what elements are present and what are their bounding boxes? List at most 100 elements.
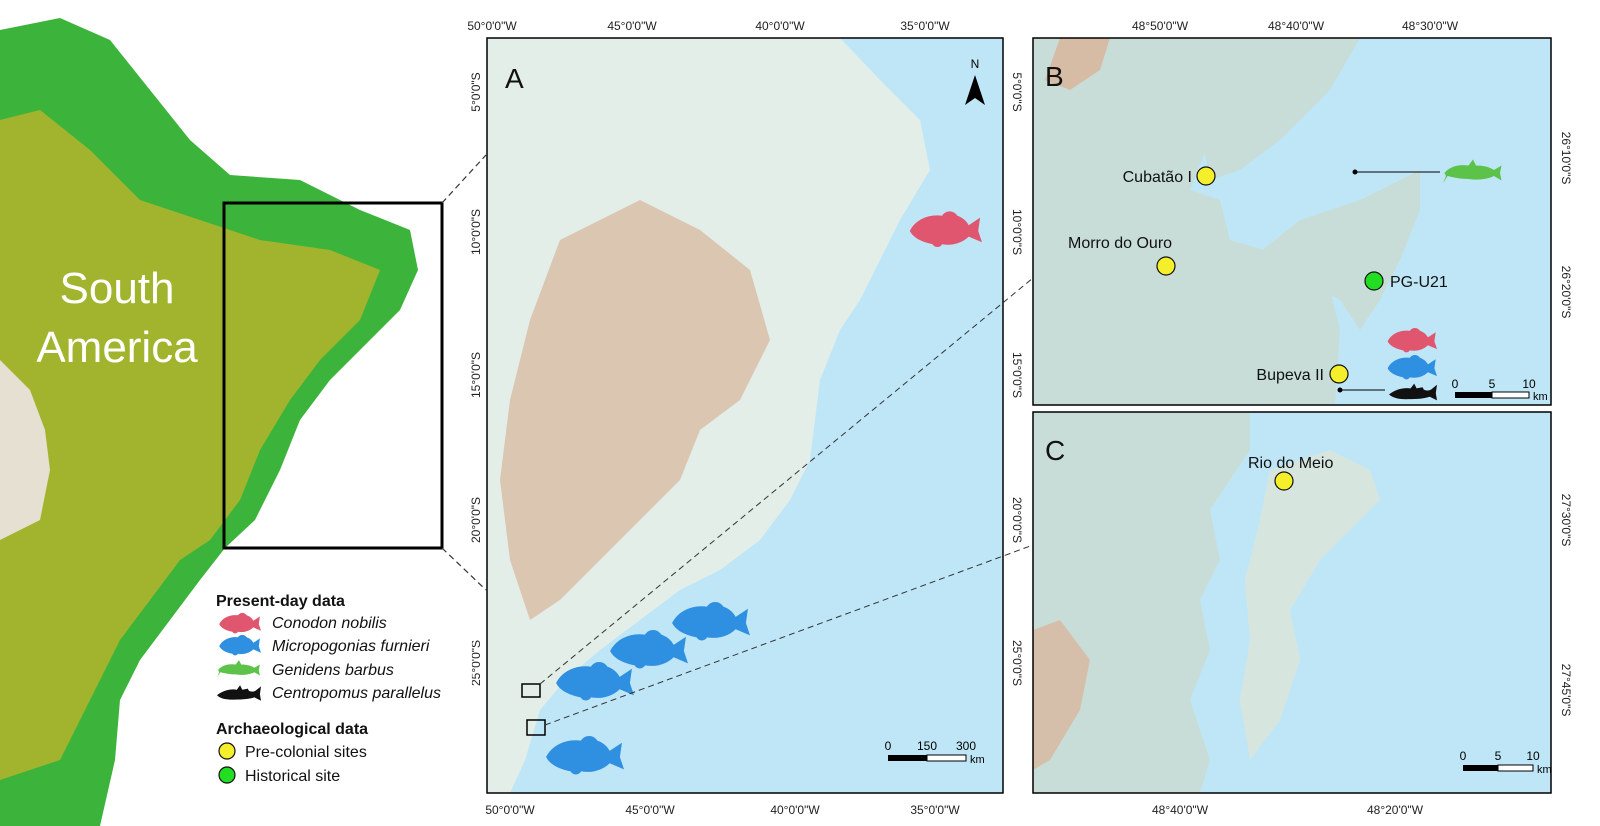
legend-genidens-label: Genidens barbus	[272, 662, 394, 679]
inset-b-box	[521, 683, 541, 698]
site-riodomeio-marker	[1274, 471, 1294, 491]
panel-b-island	[1250, 170, 1420, 330]
site-cubatao-label: Cubatão I	[1123, 169, 1192, 186]
inset-c-box	[526, 719, 546, 736]
panel-b-frame	[1032, 37, 1552, 406]
b-lon-top-2: 48°40'0"W	[1268, 19, 1325, 33]
panel-a-letter: A	[505, 63, 524, 94]
a-lon-top-2: 45°0'0"W	[607, 19, 657, 33]
a-lat-right-4: 20°0'0"S	[1010, 497, 1024, 543]
panel-b-letter: B	[1045, 61, 1064, 92]
legend-present-title: Present-day data	[216, 593, 345, 610]
b-lat-right-2: 26°20'0"S	[1559, 266, 1573, 319]
scale-a-tick-2: 300	[956, 739, 976, 753]
inset-c-line	[544, 544, 1034, 726]
panel-c-letter: C	[1045, 435, 1065, 466]
scale-bar-c: 0 5 10 km	[1460, 749, 1552, 776]
scale-b-tick-0: 0	[1452, 377, 1459, 391]
panel-a: A N 50°0'0"W 45°0'0"W 40°0'0"W 35°0'0"W …	[467, 19, 1034, 817]
south-america-highlands	[0, 110, 380, 780]
scale-c-tick-2: 10	[1526, 749, 1540, 763]
legend-precolonial-label: Pre-colonial sites	[245, 744, 367, 761]
continent-label-line2: America	[36, 323, 198, 372]
andes-relief	[0, 360, 50, 540]
scale-a-tick-1: 150	[917, 739, 937, 753]
legend: Present-day data Conodon nobilis Micropo…	[210, 588, 472, 788]
panel-a-frame	[486, 37, 1004, 794]
a-lat-right-1: 5°0'0"S	[1010, 72, 1024, 111]
north-arrow-label: N	[971, 57, 980, 71]
continent-label-line1: South	[60, 264, 175, 313]
panel-c-relief	[1033, 620, 1090, 770]
panel-c: C 48°40'0"W 48°20'0"W 27°30'0"S 27°45'0"…	[1032, 411, 1573, 817]
scale-a-unit: km	[970, 754, 985, 766]
scale-b-tick-1: 5	[1489, 377, 1496, 391]
site-morro-label: Morro do Ouro	[1068, 235, 1172, 252]
panel-b: B 48°50'0"W 48°40'0"W 48°30'0"W 26°10'0"…	[1032, 19, 1573, 406]
a-lat-left-1: 5°0'0"S	[469, 72, 483, 111]
panel-b-relief	[1045, 38, 1110, 90]
site-pgu21-marker	[1364, 271, 1384, 291]
scale-b-unit: km	[1533, 391, 1548, 403]
scale-b-tick-2: 10	[1522, 377, 1536, 391]
a-lat-left-2: 10°0'0"S	[469, 209, 483, 255]
a-lon-top-3: 40°0'0"W	[755, 19, 805, 33]
scale-c-tick-0: 0	[1460, 749, 1467, 763]
panel-a-relief	[500, 200, 770, 620]
scale-a-white	[926, 754, 967, 762]
legend-arch-title: Archaeological data	[216, 721, 368, 738]
scale-a-tick-0: 0	[885, 739, 892, 753]
site-cubatao-marker	[1196, 166, 1216, 186]
site-bupeva-marker	[1329, 364, 1349, 384]
site-morro-marker	[1156, 256, 1176, 276]
a-lon-top-4: 35°0'0"W	[900, 19, 950, 33]
a-lon-bottom-3: 40°0'0"W	[770, 803, 820, 817]
scale-c-black	[1463, 765, 1498, 771]
a-lon-bottom-2: 45°0'0"W	[625, 803, 675, 817]
legend-precolonial-marker	[218, 742, 236, 760]
a-lat-right-2: 10°0'0"S	[1010, 209, 1024, 255]
a-lon-top-1: 50°0'0"W	[467, 19, 517, 33]
scale-c-tick-1: 5	[1495, 749, 1502, 763]
zoom-line-top	[441, 154, 487, 204]
scale-b-black	[1455, 392, 1492, 398]
scale-a-black	[888, 755, 927, 761]
a-lon-bottom-4: 35°0'0"W	[910, 803, 960, 817]
a-lon-bottom-1: 50°0'0"W	[485, 803, 535, 817]
scale-bar-a: 0 150 300 km	[885, 739, 985, 766]
legend-centropomus-label: Centropomus parallelus	[272, 685, 441, 702]
north-arrow-shape	[965, 75, 985, 105]
legend-micropogonias-label: Micropogonias furnieri	[272, 638, 430, 655]
b-lon-top-3: 48°30'0"W	[1402, 19, 1459, 33]
b-lon-top-1: 48°50'0"W	[1132, 19, 1189, 33]
a-lat-right-3: 15°0'0"S	[1010, 352, 1024, 398]
legend-historical-marker	[218, 766, 236, 784]
panel-c-mainland	[1033, 412, 1250, 793]
panel-c-frame	[1032, 411, 1552, 794]
legend-conodon-label: Conodon nobilis	[272, 615, 387, 632]
c-lat-right-2: 27°45'0"S	[1559, 664, 1573, 717]
study-region-box	[222, 201, 444, 550]
legend-historical-label: Historical site	[245, 768, 340, 785]
scale-c-white	[1497, 764, 1534, 772]
c-lon-bottom-2: 48°20'0"W	[1367, 803, 1424, 817]
site-riodomeio-label: Rio do Meio	[1248, 455, 1333, 472]
a-lat-right-5: 25°0'0"S	[1010, 640, 1024, 686]
b-lat-right-1: 26°10'0"S	[1559, 132, 1573, 185]
scale-c-unit: km	[1537, 764, 1552, 776]
c-lon-bottom-1: 48°40'0"W	[1152, 803, 1209, 817]
panel-b-land-west	[1033, 38, 1340, 405]
a-lat-left-5: 25°0'0"S	[469, 640, 483, 686]
north-arrow-icon: N	[965, 57, 985, 105]
a-lat-left-3: 15°0'0"S	[469, 352, 483, 398]
a-lat-left-4: 20°0'0"S	[469, 497, 483, 543]
scale-b-white	[1491, 391, 1530, 399]
panel-b-land-north	[1170, 38, 1360, 180]
scale-bar-b: 0 5 10 km	[1452, 377, 1548, 403]
inset-b-line	[539, 277, 1034, 685]
site-bupeva-label: Bupeva II	[1256, 367, 1324, 384]
site-pgu21-label: PG-U21	[1390, 274, 1448, 291]
zoom-line-bottom	[441, 547, 487, 591]
c-lat-right-1: 27°30'0"S	[1559, 494, 1573, 547]
